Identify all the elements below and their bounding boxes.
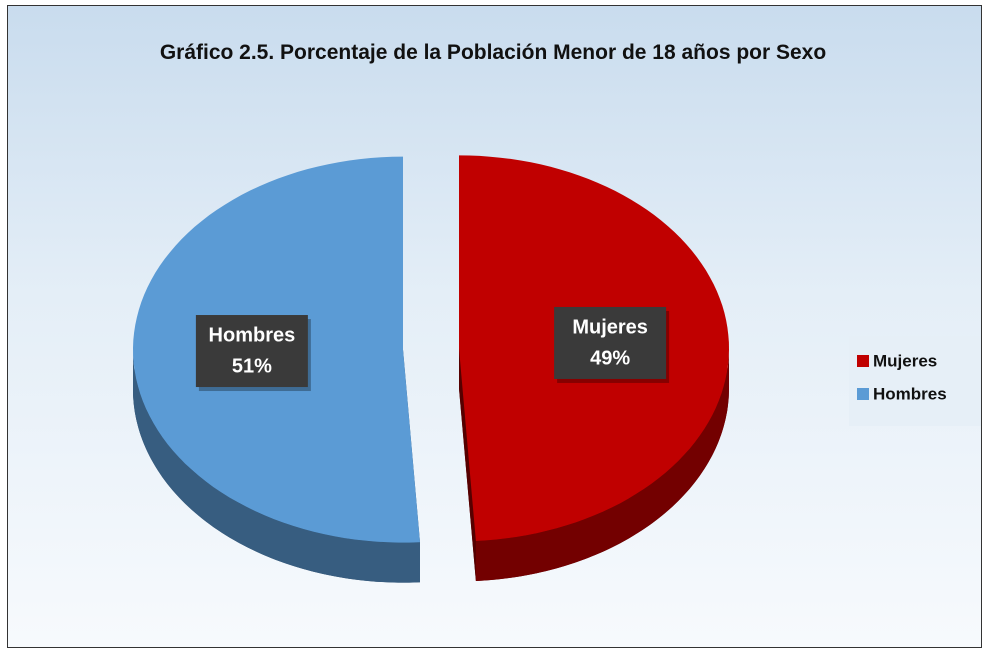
label-value: 49% [590,347,630,369]
slice-face [459,348,476,581]
label-box [554,306,667,379]
legend-swatch [857,388,869,400]
label-value: 51% [232,355,272,377]
slice-side [475,348,729,581]
legend-label: Hombres [873,384,947,403]
chart-area: Gráfico 2.5. Porcentaje de la Población … [7,5,982,648]
chart: Mujeres 49% Hombres 51% Mujeres Hombres [133,155,981,583]
label-category: Hombres [209,324,296,346]
legend-swatch [857,355,869,367]
label-box [195,315,308,388]
label-category: Mujeres [572,316,648,338]
chart-title: Gráfico 2.5. Porcentaje de la Población … [159,41,827,64]
legend-label: Mujeres [873,351,937,370]
slice-side [133,349,420,583]
legend-box [849,336,981,426]
